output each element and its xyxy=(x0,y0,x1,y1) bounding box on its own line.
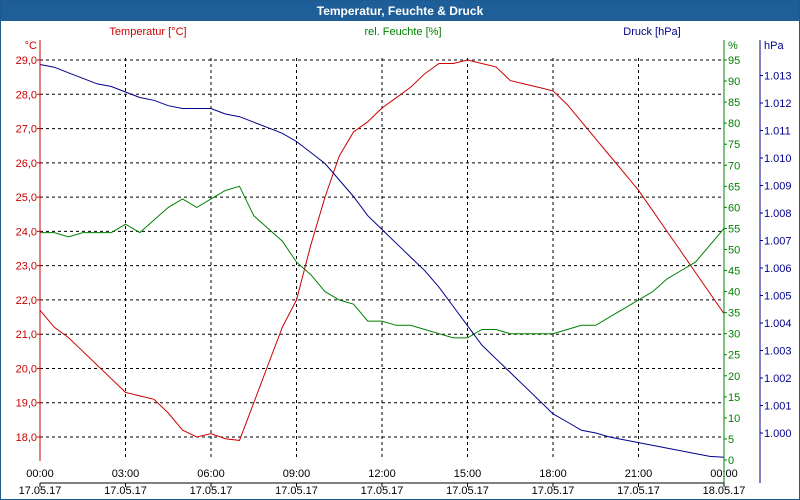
temperature-tick-label: 26,0 xyxy=(16,158,37,170)
grid xyxy=(40,58,724,460)
pressure-tick-label: 1.006 xyxy=(764,263,792,275)
x-tick-time-label: 12:00 xyxy=(368,468,396,480)
axes-group xyxy=(37,40,763,487)
temperature-series-legend: Temperatur [°C] xyxy=(109,26,186,38)
humidity-tick-label: 60 xyxy=(728,202,740,214)
humidity-tick-label: 70 xyxy=(728,160,740,172)
humidity-tick-label: 0 xyxy=(728,455,734,467)
x-tick-date-label: 17.05.17 xyxy=(275,485,318,497)
x-tick-date-label: 17.05.17 xyxy=(104,485,147,497)
pressure-tick-label: 1.012 xyxy=(764,98,792,110)
temperature-tick-label: 28,0 xyxy=(16,89,37,101)
temperature-tick-label: 20,0 xyxy=(16,363,37,375)
pressure-tick-label: 1.009 xyxy=(764,181,792,193)
x-tick-date-label: 17.05.17 xyxy=(446,485,489,497)
pressure-tick-label: 1.003 xyxy=(764,346,792,358)
series-group xyxy=(39,59,725,458)
pressure-tick-label: 1.010 xyxy=(764,153,792,165)
humidity-unit-label: % xyxy=(728,40,738,52)
pressure-tick-label: 1.001 xyxy=(764,401,792,413)
humidity-tick-label: 80 xyxy=(728,118,740,130)
humidity-series-legend: rel. Feuchte [%] xyxy=(364,26,441,38)
x-tick-time-label: 21:00 xyxy=(625,468,653,480)
humidity-tick-label: 50 xyxy=(728,244,740,256)
pressure-series-legend: Druck [hPa] xyxy=(623,26,680,38)
temperature-tick-label: 29,0 xyxy=(16,55,37,67)
x-tick-time-label: 09:00 xyxy=(283,468,311,480)
temperature-tick-label: 24,0 xyxy=(16,226,37,238)
humidity-series-line xyxy=(40,185,725,339)
x-tick-time-label: 18:00 xyxy=(539,468,567,480)
chart-title: Temperatur, Feuchte & Druck xyxy=(1,1,799,21)
x-tick-date-label: 17.05.17 xyxy=(190,485,233,497)
pressure-tick-label: 1.013 xyxy=(764,71,792,83)
pressure-tick-label: 1.007 xyxy=(764,236,792,248)
humidity-tick-label: 85 xyxy=(728,97,740,109)
x-tick-date-label: 17.05.17 xyxy=(19,485,62,497)
humidity-tick-label: 35 xyxy=(728,308,740,320)
pressure-tick-label: 1.011 xyxy=(764,126,791,138)
humidity-tick-label: 15 xyxy=(728,392,740,404)
temperature-tick-label: 21,0 xyxy=(16,329,37,341)
humidity-tick-label: 10 xyxy=(728,413,740,425)
temperature-tick-label: 19,0 xyxy=(16,398,37,410)
humidity-tick-label: 25 xyxy=(728,350,740,362)
humidity-tick-label: 45 xyxy=(728,266,740,278)
humidity-tick-label: 65 xyxy=(728,181,740,193)
x-tick-time-label: 00:00 xyxy=(710,468,738,480)
temperature-tick-label: 25,0 xyxy=(16,192,37,204)
humidity-tick-label: 5 xyxy=(728,434,734,446)
humidity-tick-label: 55 xyxy=(728,223,740,235)
temperature-series-line xyxy=(39,59,725,441)
temperature-tick-label: 22,0 xyxy=(16,295,37,307)
humidity-tick-label: 75 xyxy=(728,139,740,151)
humidity-tick-label: 40 xyxy=(728,287,740,299)
labels-group: 18,0 19,0 20,0 21,0 22,0 23,0 24,0 25,0 26,0 27,0… xyxy=(16,26,792,497)
pressure-tick-label: 1.002 xyxy=(764,373,792,385)
temperature-tick-label: 18,0 xyxy=(16,432,37,444)
x-tick-date-label: 18.05.17 xyxy=(703,485,746,497)
x-tick-date-label: 17.05.17 xyxy=(361,485,404,497)
humidity-tick-label: 95 xyxy=(728,55,740,67)
temperature-tick-label: 23,0 xyxy=(16,261,37,273)
pressure-tick-label: 1.000 xyxy=(764,428,792,440)
x-tick-time-label: 03:00 xyxy=(112,468,140,480)
x-tick-time-label: 00:00 xyxy=(26,468,54,480)
humidity-tick-label: 30 xyxy=(728,329,740,341)
temperature-tick-label: 27,0 xyxy=(16,124,37,136)
humidity-tick-label: 90 xyxy=(728,76,740,88)
x-tick-time-label: 06:00 xyxy=(197,468,225,480)
humidity-tick-label: 20 xyxy=(728,371,740,383)
pressure-tick-label: 1.005 xyxy=(764,291,792,303)
pressure-tick-label: 1.004 xyxy=(764,318,792,330)
x-tick-time-label: 15:00 xyxy=(454,468,482,480)
pressure-unit-label: hPa xyxy=(764,40,784,52)
temperature-unit-label: °C xyxy=(25,40,37,52)
x-tick-date-label: 17.05.17 xyxy=(532,485,575,497)
pressure-tick-label: 1.008 xyxy=(764,208,792,220)
pressure-series-line xyxy=(39,64,725,458)
x-tick-date-label: 17.05.17 xyxy=(617,485,660,497)
